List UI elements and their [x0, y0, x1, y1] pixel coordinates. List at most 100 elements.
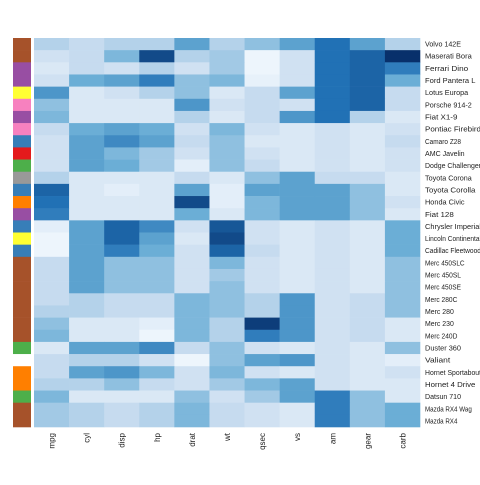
heatmap-cell-r10-c4 — [139, 147, 175, 160]
row-label-2: Maserati Bora — [425, 54, 472, 61]
row-label-10: AMC Javelin — [425, 151, 465, 158]
heatmap-cell-r20-c11 — [384, 268, 421, 282]
heatmap-cell-r24-c7 — [244, 317, 280, 331]
heatmap-cell-r13-c4 — [139, 183, 175, 197]
heatmap-cell-r4-c6 — [209, 74, 245, 87]
row-side-color-23 — [13, 305, 31, 318]
heatmap-cell-r12-c11 — [384, 171, 421, 185]
heatmap-cell-r13-c11 — [384, 183, 421, 197]
heatmap-cell-r27-c3 — [104, 354, 140, 367]
heatmap-cell-r3-c3 — [104, 62, 140, 75]
heatmap-cell-r16-c2 — [69, 220, 105, 233]
heatmap-cell-r18-c6 — [209, 244, 245, 258]
heatmap-cell-r6-c10 — [349, 98, 386, 112]
heatmap-cell-r17-c4 — [139, 232, 175, 245]
heatmap-cell-r5-c5 — [174, 86, 210, 100]
row-side-color-28 — [13, 366, 31, 379]
heatmap-cell-r8-c9 — [314, 123, 351, 136]
row-label-12: Toyota Corona — [425, 175, 472, 182]
heatmap-cell-r15-c9 — [314, 208, 351, 221]
heatmap-cell-r19-c10 — [349, 256, 386, 270]
heatmap-cell-r28-c4 — [139, 366, 175, 379]
heatmap-cell-r26-c3 — [104, 341, 140, 355]
row-side-color-16 — [13, 220, 31, 233]
heatmap-cell-r23-c6 — [209, 305, 245, 318]
heatmap-cell-r5-c2 — [69, 86, 105, 100]
row-label-29: Hornet 4 Drive — [425, 382, 476, 389]
heatmap-cell-r5-c1 — [34, 86, 70, 100]
row-side-color-27 — [13, 354, 31, 367]
heatmap-cell-r23-c11 — [384, 305, 421, 318]
column-label-drat: drat — [188, 432, 197, 447]
heatmap-cell-r11-c3 — [104, 159, 140, 173]
heatmap-cell-r11-c7 — [244, 159, 280, 173]
row-side-color-17 — [13, 232, 31, 245]
heatmap-cell-r32-c2 — [69, 414, 105, 428]
heatmap-cell-r5-c11 — [384, 86, 421, 100]
heatmap-cell-r17-c1 — [34, 232, 70, 245]
row-label-6: Porsche 914-2 — [425, 102, 472, 109]
heatmap-cell-r28-c7 — [244, 366, 280, 379]
heatmap-cell-r8-c11 — [384, 123, 421, 136]
heatmap-cell-r25-c4 — [139, 329, 175, 343]
heatmap-cell-r28-c8 — [279, 366, 316, 379]
heatmap-cell-r22-c7 — [244, 293, 280, 306]
heatmap-cell-r26-c2 — [69, 341, 105, 355]
heatmap-cell-r32-c5 — [174, 414, 210, 428]
heatmap-cell-r15-c7 — [244, 208, 280, 221]
heatmap-cell-r7-c9 — [314, 110, 351, 124]
heatmap-cell-r20-c6 — [209, 268, 245, 282]
heatmap-cell-r17-c8 — [279, 232, 316, 245]
heatmap-cell-r19-c3 — [104, 256, 140, 270]
heatmap-cell-r24-c9 — [314, 317, 351, 331]
row-label-28: Hornet Sportabout — [425, 370, 480, 377]
heatmap-cell-r23-c2 — [69, 305, 105, 318]
heatmap-cell-r4-c5 — [174, 74, 210, 87]
heatmap-cell-r27-c11 — [384, 354, 421, 367]
heatmap-cell-r12-c5 — [174, 171, 210, 185]
row-side-color-4 — [13, 74, 31, 87]
heatmap-cell-r26-c11 — [384, 341, 421, 355]
heatmap-cell-r30-c11 — [384, 390, 421, 403]
heatmap-cell-r31-c9 — [314, 402, 351, 416]
heatmap-cell-r30-c5 — [174, 390, 210, 403]
heatmap-cell-r9-c9 — [314, 135, 351, 148]
row-label-18: Cadillac Fleetwood — [425, 248, 480, 255]
heatmap-cell-r27-c9 — [314, 354, 351, 367]
heatmap-cell-r15-c1 — [34, 208, 70, 221]
heatmap-cell-r14-c7 — [244, 196, 280, 209]
heatmap-cell-r19-c2 — [69, 256, 105, 270]
heatmap-cell-r20-c3 — [104, 268, 140, 282]
heatmap-cell-r11-c1 — [34, 159, 70, 173]
heatmap-cell-r19-c1 — [34, 256, 70, 270]
heatmap-cell-r10-c3 — [104, 147, 140, 160]
heatmap-cell-r29-c9 — [314, 378, 351, 391]
heatmap-cell-r21-c9 — [314, 281, 351, 294]
row-label-24: Merc 230 — [425, 321, 454, 328]
heatmap-cell-r23-c10 — [349, 305, 386, 318]
heatmap-cell-r8-c1 — [34, 123, 70, 136]
heatmap-cell-r21-c3 — [104, 281, 140, 294]
row-label-13: Toyota Corolla — [425, 187, 476, 194]
heatmap-cell-r18-c10 — [349, 244, 386, 258]
column-label-gear: gear — [363, 433, 372, 449]
heatmap-cell-r5-c7 — [244, 86, 280, 100]
heatmap-cell-r1-c5 — [174, 38, 210, 51]
heatmap-cell-r6-c9 — [314, 98, 351, 112]
heatmap-cell-r14-c3 — [104, 196, 140, 209]
column-label-wt: wt — [223, 432, 232, 442]
heatmap-cell-r6-c4 — [139, 98, 175, 112]
row-side-color-18 — [13, 244, 31, 258]
heatmap-cell-r31-c7 — [244, 402, 280, 416]
heatmap-cell-r11-c8 — [279, 159, 316, 173]
heatmap-cell-r22-c8 — [279, 293, 316, 306]
heatmap-cell-r6-c2 — [69, 98, 105, 112]
heatmap-cell-r32-c4 — [139, 414, 175, 428]
heatmap-cell-r8-c4 — [139, 123, 175, 136]
heatmap-cell-r25-c2 — [69, 329, 105, 343]
heatmap-cell-r24-c6 — [209, 317, 245, 331]
heatmap-cell-r4-c9 — [314, 74, 351, 87]
row-side-color-20 — [13, 268, 31, 282]
heatmap-cell-r11-c2 — [69, 159, 105, 173]
heatmap-cell-r16-c8 — [279, 220, 316, 233]
